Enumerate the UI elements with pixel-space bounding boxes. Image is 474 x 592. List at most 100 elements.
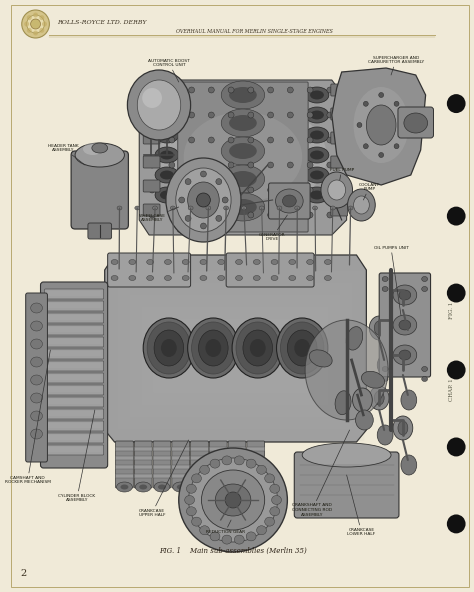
Ellipse shape bbox=[186, 507, 196, 516]
Ellipse shape bbox=[287, 162, 293, 168]
Ellipse shape bbox=[312, 206, 318, 210]
FancyBboxPatch shape bbox=[153, 319, 317, 393]
FancyBboxPatch shape bbox=[71, 151, 128, 229]
FancyBboxPatch shape bbox=[118, 283, 353, 429]
Ellipse shape bbox=[182, 275, 189, 281]
Ellipse shape bbox=[268, 162, 273, 168]
FancyBboxPatch shape bbox=[47, 327, 101, 332]
Ellipse shape bbox=[271, 275, 278, 281]
Ellipse shape bbox=[155, 107, 179, 123]
Ellipse shape bbox=[173, 482, 189, 492]
Ellipse shape bbox=[166, 158, 241, 242]
Ellipse shape bbox=[401, 455, 417, 475]
FancyBboxPatch shape bbox=[379, 273, 430, 377]
Ellipse shape bbox=[422, 366, 428, 372]
FancyBboxPatch shape bbox=[331, 132, 347, 144]
Ellipse shape bbox=[215, 484, 251, 516]
FancyBboxPatch shape bbox=[45, 397, 104, 407]
Ellipse shape bbox=[155, 187, 179, 203]
Ellipse shape bbox=[135, 206, 140, 210]
FancyBboxPatch shape bbox=[191, 447, 209, 451]
FancyBboxPatch shape bbox=[26, 293, 47, 462]
Ellipse shape bbox=[393, 315, 417, 335]
FancyBboxPatch shape bbox=[45, 385, 104, 395]
Ellipse shape bbox=[155, 167, 179, 183]
Ellipse shape bbox=[398, 356, 408, 370]
Ellipse shape bbox=[117, 482, 132, 492]
Ellipse shape bbox=[310, 170, 324, 179]
Ellipse shape bbox=[154, 482, 170, 492]
Ellipse shape bbox=[221, 137, 264, 165]
Ellipse shape bbox=[169, 162, 175, 168]
Ellipse shape bbox=[209, 87, 214, 93]
FancyBboxPatch shape bbox=[331, 156, 347, 168]
FancyBboxPatch shape bbox=[153, 456, 171, 460]
Ellipse shape bbox=[210, 482, 226, 492]
Ellipse shape bbox=[272, 496, 282, 504]
Ellipse shape bbox=[31, 321, 43, 331]
Ellipse shape bbox=[200, 275, 207, 281]
Ellipse shape bbox=[188, 182, 219, 218]
Ellipse shape bbox=[248, 187, 254, 193]
FancyBboxPatch shape bbox=[172, 456, 190, 460]
Text: OVERHAUL MANUAL FOR MERLIN SINGLE-STAGE ENGINES: OVERHAUL MANUAL FOR MERLIN SINGLE-STAGE … bbox=[176, 28, 333, 34]
Ellipse shape bbox=[218, 259, 225, 265]
Ellipse shape bbox=[154, 330, 184, 366]
Ellipse shape bbox=[357, 123, 362, 127]
Ellipse shape bbox=[225, 492, 241, 508]
Ellipse shape bbox=[364, 101, 368, 107]
Ellipse shape bbox=[259, 206, 264, 210]
FancyBboxPatch shape bbox=[45, 349, 104, 359]
Text: GENERATOR
DRIVE: GENERATOR DRIVE bbox=[259, 215, 287, 242]
Ellipse shape bbox=[287, 87, 293, 93]
FancyBboxPatch shape bbox=[210, 465, 227, 469]
Ellipse shape bbox=[31, 429, 43, 439]
FancyBboxPatch shape bbox=[45, 337, 104, 347]
Ellipse shape bbox=[31, 411, 43, 421]
Ellipse shape bbox=[382, 276, 388, 282]
Circle shape bbox=[447, 284, 465, 303]
Ellipse shape bbox=[327, 187, 333, 193]
Ellipse shape bbox=[302, 443, 391, 467]
Ellipse shape bbox=[268, 212, 273, 218]
FancyBboxPatch shape bbox=[153, 474, 171, 478]
Text: SUPERCHARGER AND
CARBURETTOR ASSEMBLY: SUPERCHARGER AND CARBURETTOR ASSEMBLY bbox=[368, 56, 424, 75]
Ellipse shape bbox=[354, 87, 409, 163]
Ellipse shape bbox=[199, 330, 228, 366]
Ellipse shape bbox=[160, 111, 174, 120]
Ellipse shape bbox=[149, 87, 155, 93]
Ellipse shape bbox=[83, 143, 103, 155]
Text: FIG. 1    Main sub-assemblies (Merlin 35): FIG. 1 Main sub-assemblies (Merlin 35) bbox=[159, 547, 307, 555]
Ellipse shape bbox=[353, 388, 372, 412]
Ellipse shape bbox=[161, 339, 177, 357]
Circle shape bbox=[447, 207, 465, 226]
Ellipse shape bbox=[268, 112, 273, 118]
Ellipse shape bbox=[294, 339, 310, 357]
Ellipse shape bbox=[189, 137, 194, 143]
FancyBboxPatch shape bbox=[47, 423, 101, 428]
Ellipse shape bbox=[31, 339, 43, 349]
Ellipse shape bbox=[33, 12, 38, 18]
FancyBboxPatch shape bbox=[45, 325, 104, 335]
Ellipse shape bbox=[270, 484, 280, 493]
Ellipse shape bbox=[335, 391, 351, 414]
FancyBboxPatch shape bbox=[172, 474, 190, 478]
FancyBboxPatch shape bbox=[210, 441, 227, 488]
Ellipse shape bbox=[229, 87, 257, 103]
Ellipse shape bbox=[209, 162, 214, 168]
Ellipse shape bbox=[305, 127, 329, 143]
FancyBboxPatch shape bbox=[134, 441, 152, 488]
Ellipse shape bbox=[346, 327, 363, 350]
Ellipse shape bbox=[139, 484, 147, 490]
Ellipse shape bbox=[224, 206, 228, 210]
Text: CRANKCASE
LOWER HALF: CRANKCASE LOWER HALF bbox=[346, 475, 375, 536]
Ellipse shape bbox=[221, 109, 264, 137]
FancyBboxPatch shape bbox=[331, 84, 347, 96]
FancyBboxPatch shape bbox=[228, 474, 246, 478]
Ellipse shape bbox=[382, 366, 388, 372]
FancyBboxPatch shape bbox=[143, 180, 160, 192]
Text: FIG. 1: FIG. 1 bbox=[449, 301, 454, 318]
Ellipse shape bbox=[149, 212, 155, 218]
Ellipse shape bbox=[27, 15, 45, 33]
Text: OIL PUMPS UNIT: OIL PUMPS UNIT bbox=[374, 246, 409, 315]
